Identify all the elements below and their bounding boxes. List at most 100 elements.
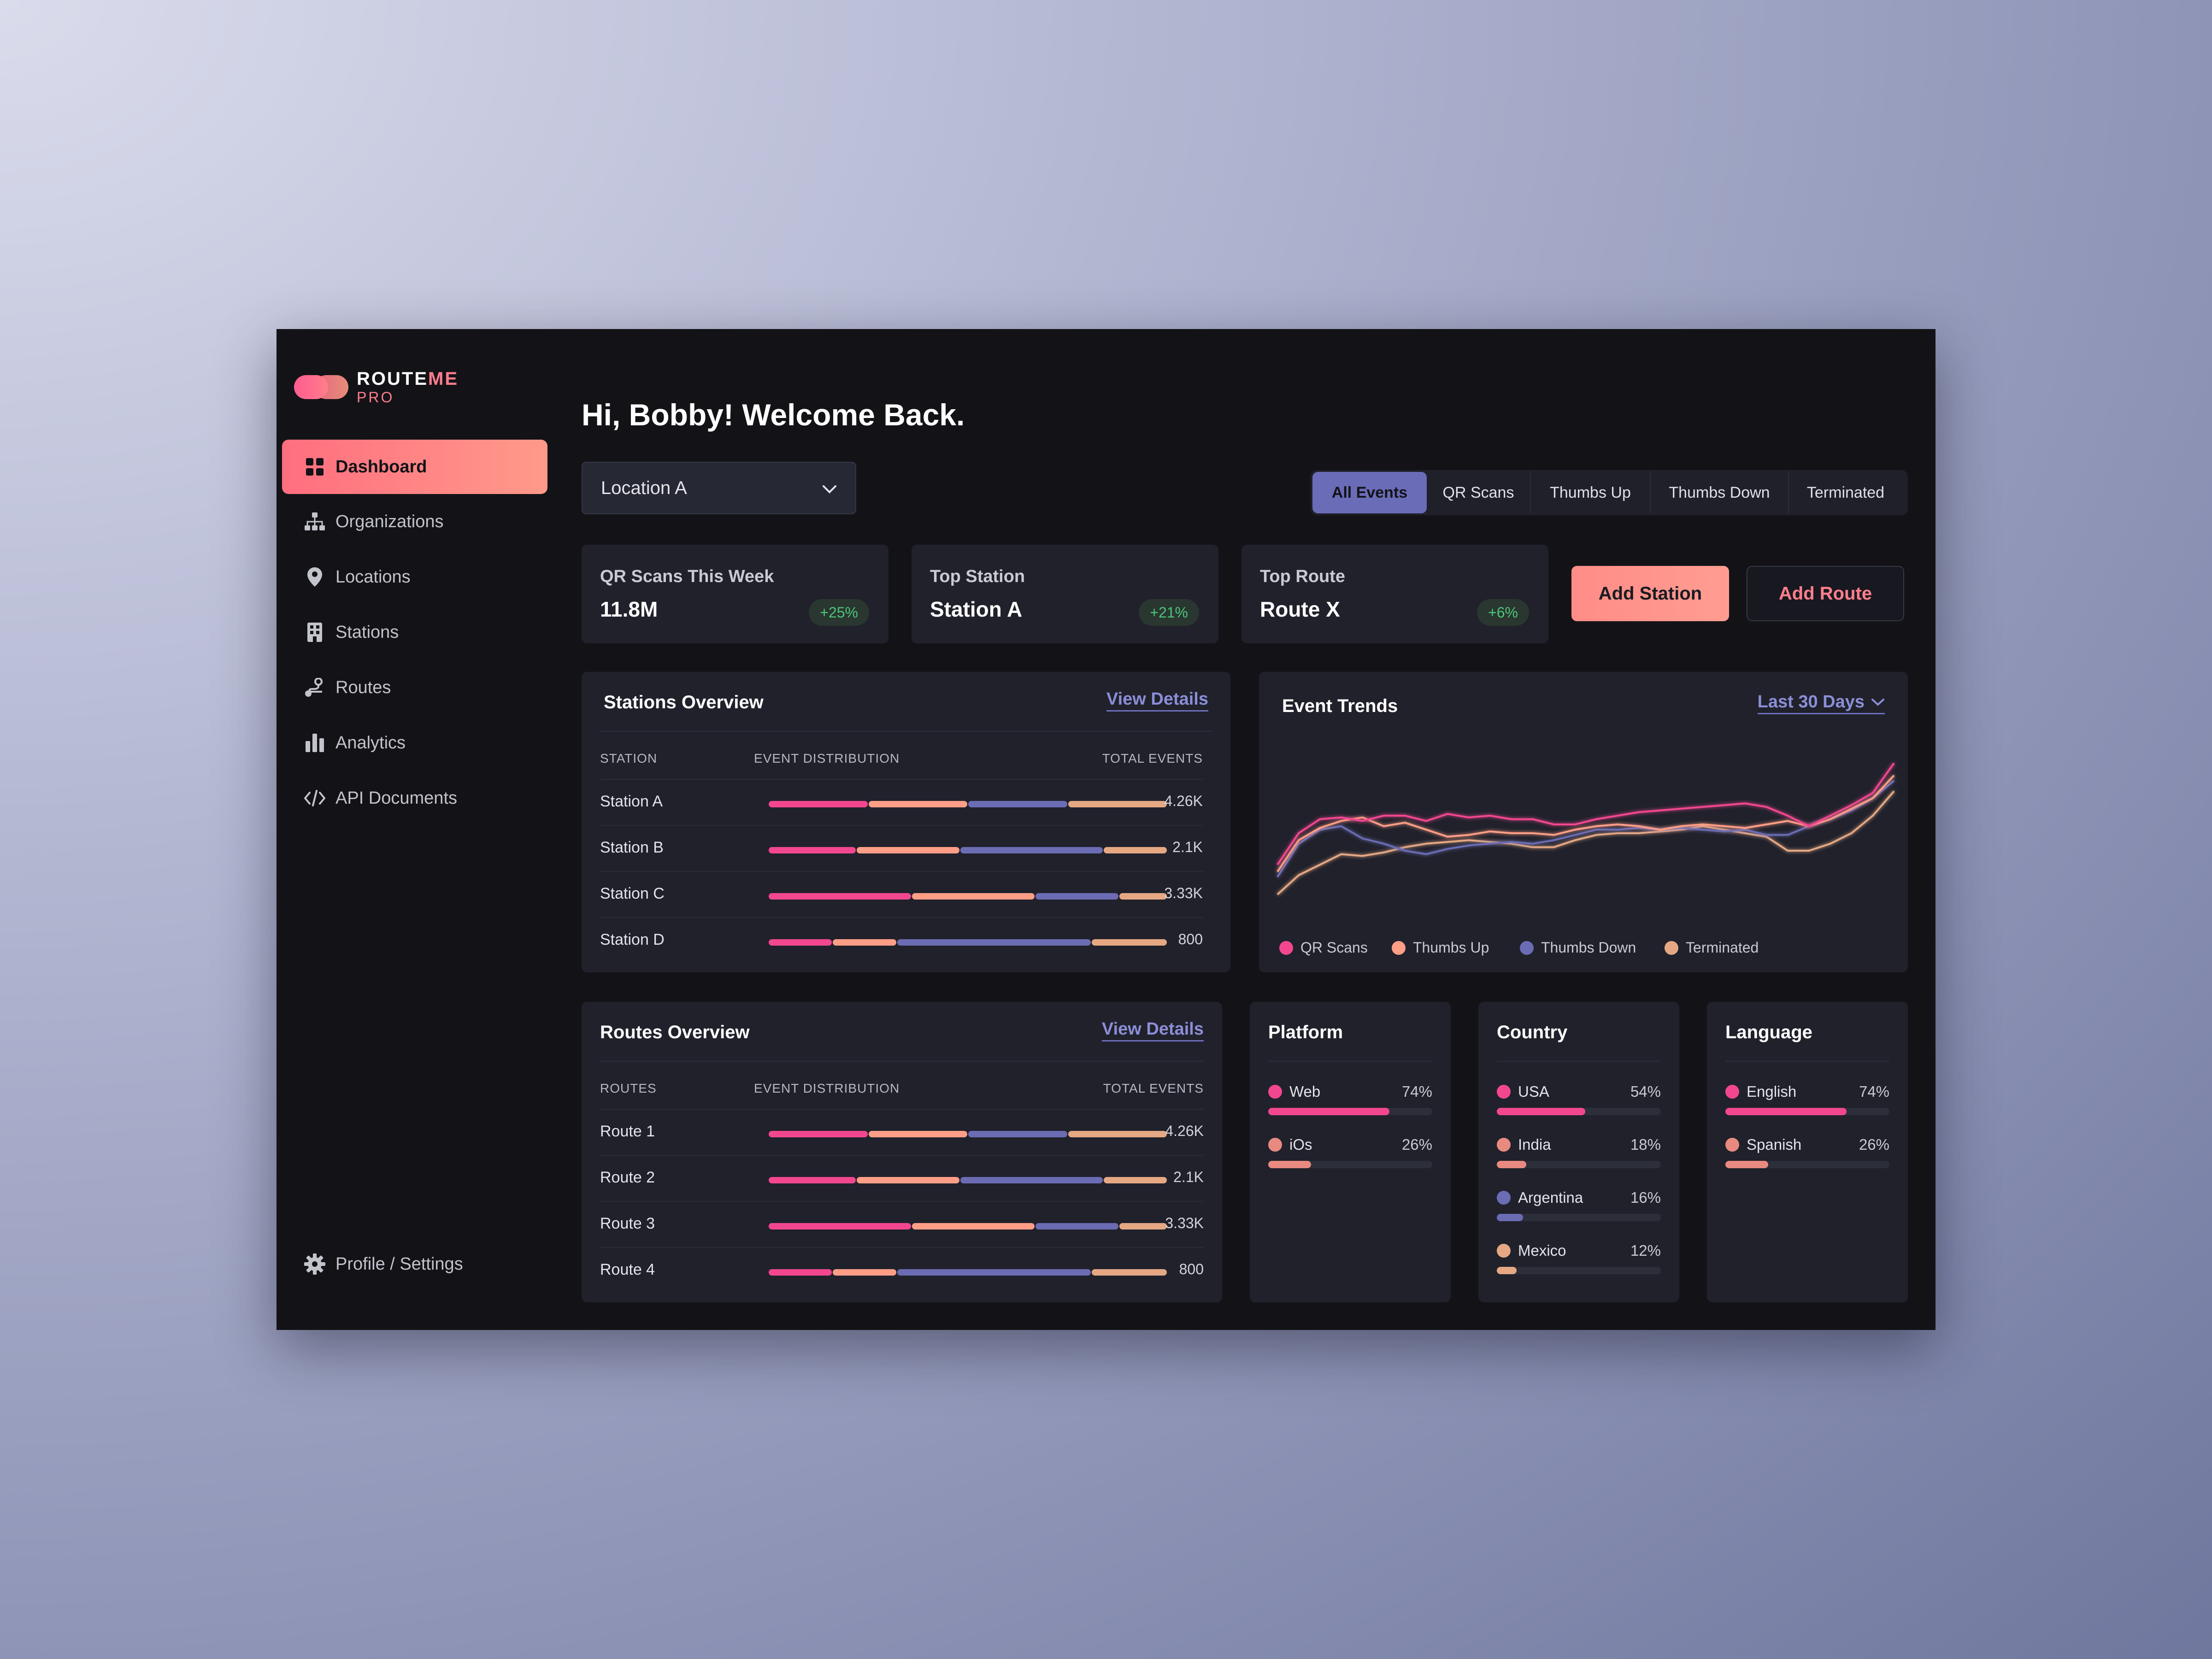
legend-qr-scans: QR Scans — [1279, 939, 1368, 956]
item-label: English — [1747, 1083, 1797, 1100]
item-percent: 26% — [1859, 1136, 1889, 1153]
sidebar-item-locations[interactable]: Locations — [282, 549, 547, 605]
add-route-button[interactable]: Add Route — [1747, 566, 1904, 621]
column-header-distribution: EVENT DISTRIBUTION — [754, 751, 900, 765]
distribution-segment — [960, 1177, 1103, 1183]
sidebar-item-label: Routes — [335, 677, 391, 697]
table-row[interactable]: Station D 800 — [600, 917, 1203, 963]
item-swatch — [1497, 1244, 1511, 1258]
item-progress-track — [1725, 1108, 1889, 1115]
item-progress-fill — [1725, 1108, 1847, 1115]
distribution-segment — [769, 893, 911, 900]
add-station-button[interactable]: Add Station — [1571, 566, 1729, 621]
item-progress-fill — [1268, 1108, 1390, 1115]
distribution-segment — [1119, 893, 1167, 900]
series-line-thumbs-down — [1277, 780, 1895, 878]
logo-mark-icon — [294, 373, 349, 401]
legend-swatch — [1665, 941, 1678, 955]
sidebar-item-stations[interactable]: Stations — [282, 605, 547, 660]
tab-terminated[interactable]: Terminated — [1806, 483, 1885, 501]
distribution-segment — [968, 1131, 1067, 1137]
tab-all-events[interactable]: All Events — [1312, 472, 1427, 513]
legend-thumbs-down: Thumbs Down — [1520, 939, 1636, 956]
legend-swatch — [1520, 941, 1534, 955]
sidebar-item-label: Stations — [335, 622, 399, 642]
item-progress-track — [1497, 1267, 1661, 1274]
distribution-segment — [1091, 1269, 1167, 1276]
table-row[interactable]: Route 4 800 — [600, 1247, 1204, 1293]
column-header-total: TOTAL EVENTS — [1102, 751, 1203, 765]
sidebar-item-organizations[interactable]: Organizations — [282, 494, 547, 549]
legend-swatch — [1279, 941, 1293, 955]
row-name: Station C — [600, 885, 665, 902]
sidebar-item-api-documents[interactable]: API Documents — [282, 771, 547, 826]
distribution-bar — [769, 801, 1167, 807]
breakdown-item: India 18% — [1497, 1136, 1661, 1182]
profile-settings-link[interactable]: Profile / Settings — [304, 1253, 463, 1275]
table-row[interactable]: Route 2 2.1K — [600, 1155, 1204, 1201]
distribution-segment — [1035, 893, 1119, 900]
map-pin-icon — [304, 566, 325, 588]
tab-thumbs-up[interactable]: Thumbs Up — [1531, 472, 1651, 513]
stat-value: Route X — [1260, 597, 1340, 621]
page-title: Hi, Bobby! Welcome Back. — [582, 398, 965, 432]
distribution-segment — [897, 939, 1091, 946]
table-row[interactable]: Route 3 3.33K — [600, 1201, 1204, 1247]
table-row[interactable]: Route 1 4.26K — [600, 1109, 1204, 1155]
sidebar-item-dashboard[interactable]: Dashboard — [282, 440, 547, 494]
range-select-value: Last 30 Days — [1757, 692, 1865, 712]
row-total: 4.26K — [1164, 793, 1203, 809]
routes-overview-card: Routes Overview View Details ROUTES EVEN… — [582, 1002, 1222, 1302]
item-progress-track — [1497, 1108, 1661, 1115]
series-line-qr-scans — [1277, 762, 1895, 865]
sidebar-nav: Dashboard Organizations Locations Statio… — [282, 440, 547, 826]
distribution-segment — [769, 1177, 856, 1183]
sidebar-item-label: Analytics — [335, 733, 406, 753]
platform-card: Platform Web 74% iOs 26% — [1250, 1002, 1451, 1302]
brand-logo[interactable]: ROUTEME PRO — [294, 370, 459, 405]
location-select[interactable]: Location A — [582, 462, 856, 514]
stat-card-qr-scans: QR Scans This Week 11.8M +25% — [582, 545, 888, 643]
card-title: Stations Overview — [604, 692, 764, 712]
sidebar-item-routes[interactable]: Routes — [282, 660, 547, 715]
breakdown-item: English 74% — [1725, 1083, 1889, 1129]
card-title: Language — [1725, 1022, 1812, 1042]
row-total: 3.33K — [1165, 1215, 1204, 1231]
breakdown-item: USA 54% — [1497, 1083, 1661, 1129]
range-select[interactable]: Last 30 Days — [1757, 692, 1885, 714]
route-icon — [304, 677, 325, 698]
routes-view-details-link[interactable]: View Details — [1101, 1019, 1204, 1041]
building-icon — [304, 622, 325, 643]
tab-qr-scans[interactable]: QR Scans — [1427, 472, 1531, 513]
sidebar-item-analytics[interactable]: Analytics — [282, 715, 547, 771]
card-title: Country — [1497, 1022, 1568, 1042]
distribution-segment — [912, 1223, 1035, 1230]
table-row[interactable]: Station B 2.1K — [600, 825, 1203, 871]
item-swatch — [1725, 1085, 1739, 1099]
distribution-segment — [769, 939, 832, 946]
item-label: USA — [1518, 1083, 1549, 1100]
stations-view-details-link[interactable]: View Details — [1106, 689, 1208, 712]
row-total: 3.33K — [1164, 885, 1203, 901]
item-percent: 16% — [1630, 1189, 1661, 1206]
bar-chart-icon — [304, 732, 325, 753]
item-swatch — [1497, 1085, 1511, 1099]
distribution-segment — [868, 1131, 967, 1137]
distribution-segment — [968, 801, 1067, 807]
stat-change-badge: +25% — [809, 599, 869, 626]
stations-overview-card: Stations Overview View Details STATION E… — [582, 672, 1230, 972]
item-label: Mexico — [1518, 1242, 1566, 1259]
stat-label: Top Station — [930, 567, 1025, 586]
tab-thumbs-down[interactable]: Thumbs Down — [1651, 472, 1789, 513]
distribution-segment — [1103, 1177, 1167, 1183]
table-row[interactable]: Station A 4.26K — [600, 779, 1203, 825]
distribution-segment — [833, 1269, 896, 1276]
row-name: Station B — [600, 839, 664, 856]
item-progress-track — [1725, 1161, 1889, 1168]
table-row[interactable]: Station C 3.33K — [600, 871, 1203, 917]
item-label: India — [1518, 1136, 1551, 1153]
location-select-value: Location A — [601, 477, 687, 498]
sidebar-item-label: Locations — [335, 567, 411, 587]
org-chart-icon — [304, 511, 325, 532]
item-progress-fill — [1725, 1161, 1768, 1168]
